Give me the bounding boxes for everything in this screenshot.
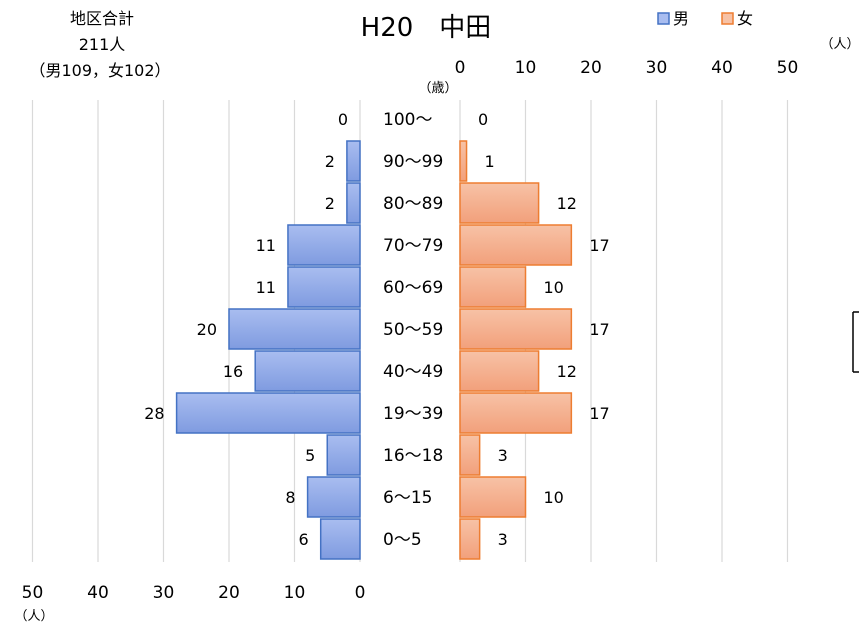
female-bar xyxy=(459,350,540,392)
male-value-label: 2 xyxy=(325,194,335,213)
summary-line-3: （男109，女102） xyxy=(29,61,170,80)
age-category-label: 90〜99 xyxy=(383,152,443,172)
count-unit-label-top: （人） xyxy=(820,37,859,52)
male-value-label: 28 xyxy=(144,404,164,423)
female-value-label: 17 xyxy=(589,236,609,255)
female-value-label: 3 xyxy=(498,446,508,465)
female-bar xyxy=(459,434,481,476)
legend-male-label: 男 xyxy=(673,9,689,28)
age-unit-label: （歳） xyxy=(418,81,457,96)
male-bar xyxy=(326,434,361,476)
female-bar xyxy=(459,224,573,266)
age-category-label: 0〜5 xyxy=(383,530,422,550)
male-value-label: 5 xyxy=(305,446,315,465)
legend-female-swatch xyxy=(721,12,734,25)
male-bar xyxy=(287,266,361,308)
male-bar xyxy=(319,518,361,560)
age-category-label: 100〜 xyxy=(383,110,432,130)
male-axis-tick-label: 20 xyxy=(218,583,240,603)
age-category-label: 60〜69 xyxy=(383,278,443,298)
male-axis-tick-label: 0 xyxy=(355,583,366,603)
female-axis-tick-label: 30 xyxy=(646,58,668,78)
count-unit-label-bottom: （人） xyxy=(14,609,53,624)
age-category-label: 70〜79 xyxy=(383,236,443,256)
male-bar xyxy=(228,308,361,350)
male-bar xyxy=(175,392,361,434)
female-value-label: 10 xyxy=(544,278,564,297)
age-category-label: 50〜59 xyxy=(383,320,443,340)
summary-line-2: 211人 xyxy=(79,35,126,54)
female-bar xyxy=(459,476,527,518)
female-value-label: 12 xyxy=(557,194,577,213)
male-value-label: 0 xyxy=(338,110,348,129)
male-value-label: 2 xyxy=(325,152,335,171)
bars xyxy=(175,140,573,560)
legend-female-label: 女 xyxy=(737,9,753,28)
female-axis-tick-label: 20 xyxy=(580,58,602,78)
male-axis-tick-label: 40 xyxy=(87,583,109,603)
female-axis-tick-label: 10 xyxy=(515,58,537,78)
female-value-label: 17 xyxy=(589,404,609,423)
male-axis-tick-label: 50 xyxy=(22,583,44,603)
male-value-label: 20 xyxy=(197,320,217,339)
male-bar xyxy=(254,350,361,392)
offscreen-box-fragment xyxy=(852,311,859,373)
female-value-label: 0 xyxy=(478,110,488,129)
male-axis-tick-label: 30 xyxy=(153,583,175,603)
legend: 男 女 xyxy=(657,9,753,28)
female-axis-tick-label: 40 xyxy=(711,58,733,78)
female-bar xyxy=(459,518,481,560)
female-bar xyxy=(459,392,573,434)
chart-title: H20 中田 xyxy=(361,13,492,43)
female-bar xyxy=(459,182,540,224)
male-value-label: 11 xyxy=(256,278,276,297)
legend-male-swatch xyxy=(657,12,670,25)
male-axis-tick-label: 10 xyxy=(284,583,306,603)
male-bar xyxy=(306,476,361,518)
male-value-label: 6 xyxy=(299,530,309,549)
summary-line-1: 地区合計 xyxy=(70,9,134,28)
female-value-label: 17 xyxy=(589,320,609,339)
age-category-label: 40〜49 xyxy=(383,362,443,382)
female-value-label: 12 xyxy=(557,362,577,381)
female-bar xyxy=(459,308,573,350)
female-bar xyxy=(459,140,468,182)
female-value-label: 10 xyxy=(544,488,564,507)
age-category-label: 19〜39 xyxy=(383,404,443,424)
female-value-label: 1 xyxy=(485,152,495,171)
age-category-label: 16〜18 xyxy=(383,446,443,466)
male-value-label: 11 xyxy=(256,236,276,255)
male-value-label: 8 xyxy=(285,488,295,507)
female-bar xyxy=(459,266,527,308)
female-value-label: 3 xyxy=(498,530,508,549)
male-value-label: 16 xyxy=(223,362,243,381)
male-bar xyxy=(346,182,361,224)
age-category-label: 6〜15 xyxy=(383,488,432,508)
male-bar xyxy=(287,224,361,266)
female-axis-tick-label: 50 xyxy=(777,58,799,78)
age-category-label: 80〜89 xyxy=(383,194,443,214)
female-axis-tick-label: 0 xyxy=(455,58,466,78)
male-bar xyxy=(346,140,361,182)
